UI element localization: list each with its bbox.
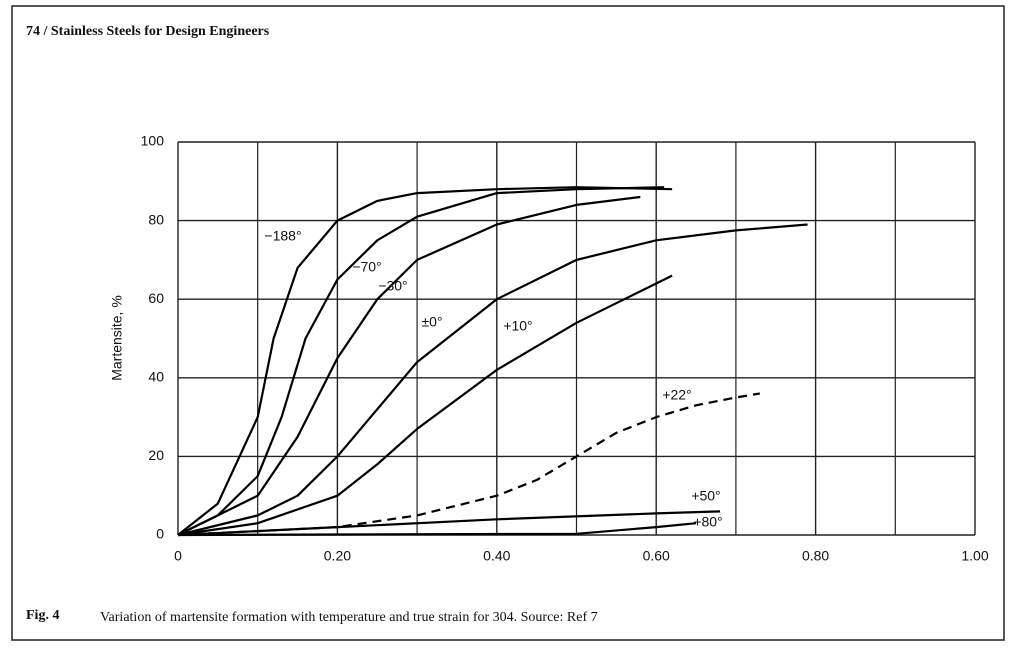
y-tick-label: 100 [141,133,165,149]
x-tick-label: 1.00 [961,548,988,564]
series-line [177,186,673,536]
series-label: −70° [352,259,381,275]
page-frame [11,5,1005,641]
x-tick-label: 0.80 [802,548,829,564]
series-label: −188° [264,228,301,244]
series-label: +22° [662,387,691,403]
y-axis-label: Martensite, % [109,295,125,381]
y-tick-label: 60 [148,290,164,306]
series-line [177,392,760,537]
y-tick-label: 0 [156,526,164,542]
series-label: ±0° [421,314,442,330]
x-tick-label: 0.60 [643,548,670,564]
x-tick-label: 0 [174,548,182,564]
series-line [177,195,641,536]
series-label: +80° [693,514,722,530]
caption-label: Fig. 4 [26,608,59,623]
x-tick-label: 0.40 [483,548,510,564]
series-line [177,522,697,537]
series-line [177,223,808,537]
series-label: −30° [378,278,407,294]
x-tick-label: 0.20 [324,548,351,564]
y-tick-label: 40 [148,369,164,385]
caption-text: Variation of martensite formation with t… [100,610,598,625]
header-title: 74 / Stainless Steels for Design Enginee… [26,24,270,39]
series-line [177,274,673,537]
y-tick-label: 20 [148,447,164,463]
series-line [177,510,721,537]
series-label: +50° [691,488,720,504]
series-label: +10° [503,318,532,334]
series-line [177,186,665,536]
y-tick-label: 80 [148,211,164,227]
